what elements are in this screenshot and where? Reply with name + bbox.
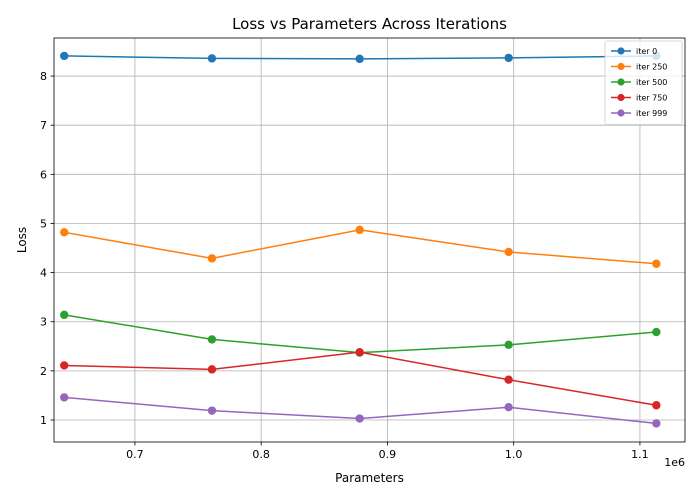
- data-point: [355, 54, 364, 64]
- x-tick-label: 0.8: [252, 448, 270, 461]
- legend-marker: [617, 62, 625, 71]
- legend-item: iter 999: [611, 109, 667, 118]
- series-layer: [60, 51, 661, 428]
- data-point: [504, 247, 513, 257]
- y-tick-label: 3: [40, 316, 47, 329]
- data-point: [207, 406, 217, 415]
- data-point: [60, 393, 69, 402]
- y-tick-label: 8: [40, 70, 47, 83]
- data-point: [60, 228, 69, 237]
- data-point: [60, 310, 69, 320]
- data-point: [652, 401, 661, 410]
- series-iter-250: [60, 225, 661, 268]
- legend-marker: [617, 93, 625, 102]
- data-point: [60, 51, 69, 61]
- plot-frame: [53, 37, 686, 443]
- legend-label: iter 750: [636, 94, 667, 103]
- legend-item: iter 250: [611, 63, 667, 72]
- y-axis-label: Loss: [15, 227, 29, 253]
- y-tick-label: 5: [40, 217, 47, 230]
- data-point: [504, 53, 513, 63]
- legend-item: iter 0: [611, 47, 657, 56]
- data-point: [504, 403, 513, 412]
- series-iter-999: [60, 393, 661, 428]
- legend-item: iter 500: [611, 78, 667, 87]
- x-tick-label: 1.0: [505, 448, 523, 461]
- y-tick-label: 6: [40, 168, 47, 181]
- y-tick-label: 2: [40, 365, 47, 378]
- legend-marker: [617, 47, 625, 55]
- x-tick-label: 1.1: [631, 448, 649, 461]
- data-point: [60, 361, 69, 370]
- data-point: [652, 327, 661, 337]
- y-tick-label: 1: [40, 414, 47, 427]
- x-tick-label: 0.7: [126, 448, 144, 461]
- y-tick-label: 4: [40, 267, 47, 280]
- data-point: [355, 225, 364, 235]
- grid: [54, 38, 685, 442]
- x-axis-offset-label: 1e6: [664, 456, 685, 469]
- data-point: [207, 335, 217, 344]
- data-point: [652, 259, 661, 268]
- legend-label: iter 250: [636, 63, 667, 72]
- legend-item: iter 750: [611, 94, 667, 103]
- data-point: [207, 54, 217, 63]
- data-point: [504, 375, 513, 384]
- x-axis-label: Parameters: [335, 471, 404, 485]
- data-point: [355, 347, 364, 357]
- legend: iter 0 iter 250 iter 500 iter 750 iter 999: [604, 40, 683, 125]
- data-point: [355, 414, 364, 423]
- legend-label: iter 999: [636, 109, 667, 118]
- data-point: [207, 254, 217, 263]
- legend-label: iter 0: [636, 47, 657, 56]
- y-tick-label: 7: [40, 119, 47, 132]
- data-point: [652, 419, 661, 428]
- legend-label: iter 500: [636, 78, 667, 87]
- x-tick-label: 0.9: [379, 448, 397, 461]
- ticks-layer: 0.7 0.8 0.9 1.0 1.1 1 2 3 4 5 6 7 8: [40, 70, 649, 461]
- legend-marker: [617, 78, 625, 86]
- data-point: [207, 365, 217, 374]
- series-iter-750: [60, 347, 661, 410]
- chart-title: Loss vs Parameters Across Iterations: [232, 15, 507, 33]
- legend-box: [604, 40, 683, 125]
- legend-marker: [617, 109, 625, 117]
- data-point: [504, 340, 513, 350]
